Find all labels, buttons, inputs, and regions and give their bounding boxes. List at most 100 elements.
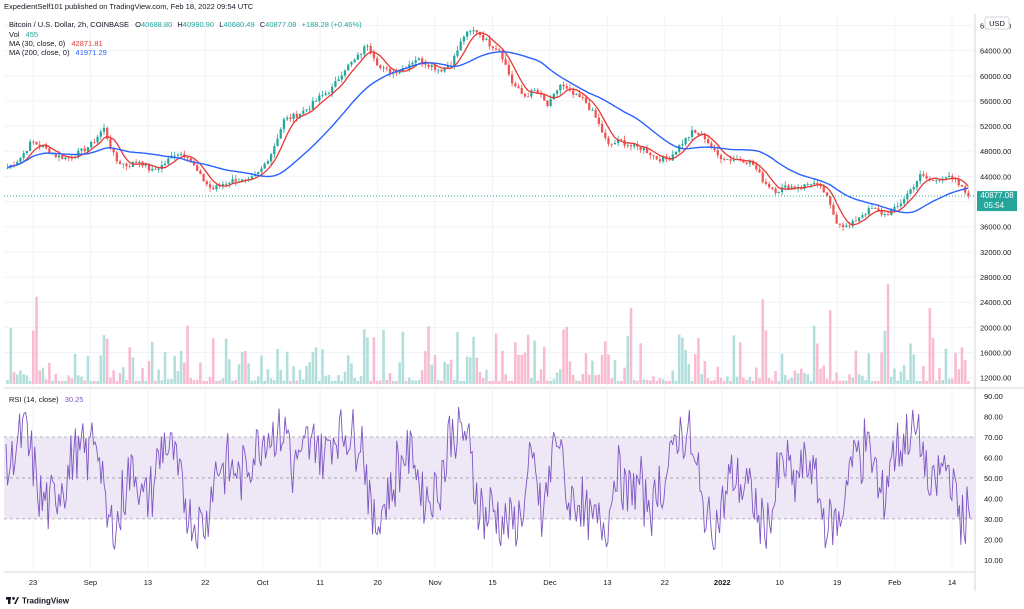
volume-bar [282,380,286,384]
volume-bar [909,343,912,384]
time-tick-label: 19 [833,578,841,587]
rsi-tick-label: 80.00 [984,413,1003,422]
candle-body [594,110,597,118]
volume-bar [555,372,559,384]
candle-body [125,163,128,167]
ma200-line [7,51,969,214]
legend-ma30-value: 42871.81 [71,39,102,48]
volume-bar [918,380,922,384]
candle-body [684,137,687,145]
candle-body [302,110,305,114]
volume-bar [195,379,199,384]
currency-badge-box[interactable] [984,16,1010,30]
volume-bar [112,370,115,384]
volume-bar [671,370,675,384]
currency-badge[interactable]: USD [984,16,1010,30]
volume-bar [407,377,411,384]
volume-bar [514,342,517,384]
volume-bar [372,337,376,384]
volume-bar [658,378,662,384]
candle-body [732,159,735,161]
volume-bar [581,373,585,384]
volume-bar [809,380,813,384]
time-tick-label: Feb [888,578,901,587]
candle-body [424,63,427,65]
volume-bar [742,377,745,384]
volume-bar [597,374,601,384]
volume-bar [337,374,340,384]
price-candles [6,26,970,232]
candle-body [395,72,398,74]
candle-body [472,30,475,32]
candle-body [440,69,443,72]
legend-l-value: 40680.49 [223,20,254,29]
candle-body [668,159,671,161]
candle-body [411,62,414,65]
candle-body [334,81,337,87]
candle-body [456,50,459,56]
volume-bar [758,378,761,384]
volume-bar [591,360,594,384]
volume-bar [896,380,899,384]
candle-body [841,224,845,228]
candle-body [279,129,282,139]
volume-bar [417,379,421,384]
price-tick-label: 60000.00 [980,72,1011,81]
volume-bar [122,367,125,384]
volume-bar [38,370,42,384]
candle-body [128,166,131,167]
candle-body [780,187,784,193]
candle-body [48,148,51,154]
candle-body [250,176,253,179]
candle-body [915,181,919,188]
candle-body [829,196,832,205]
volume-bar [147,360,151,384]
volume-bar [494,333,498,384]
volume-bar [620,380,623,384]
candle-body [469,31,472,33]
candle-body [147,163,151,171]
price-tick-label: 20000.00 [980,323,1011,332]
candle-body [870,208,874,209]
tradingview-logo[interactable]: TradingView [6,597,70,606]
volume-bar [19,370,22,384]
time-tick-label: 2022 [714,578,731,587]
candle-body [549,99,552,106]
volume-bar [526,334,530,384]
volume-bar [533,340,536,384]
volume-bar [957,369,961,384]
time-tick-label: 11 [316,578,324,587]
volume-bar [642,379,646,384]
candle-body [417,58,421,61]
tradingview-logo-icon [6,597,19,604]
candle-body [800,188,803,190]
volume-bar [748,376,752,384]
candle-body [369,46,372,53]
legend-ma200-label: MA (200, close, 0) [9,48,70,57]
candle-body [858,217,861,222]
volume-bar [359,375,363,384]
candle-body [443,67,446,72]
candle-body [713,147,716,151]
volume-bar [89,380,93,384]
candle-body [273,146,276,155]
volume-bar [472,336,475,384]
candle-body [706,139,710,144]
volume-bar [199,362,202,384]
candle-body [854,220,858,222]
volume-bar [877,380,880,384]
volume-bar [170,379,173,384]
candle-body [343,70,347,76]
volume-bar [693,354,697,384]
volume-bar [436,380,440,384]
price-tick-label: 52000.00 [980,122,1011,131]
legend-h-label: H [177,20,182,29]
last-price-tag-box [977,191,1017,212]
legend-c-value: 40877.08 [265,20,296,29]
candle-body [536,90,539,93]
rsi-tick-label: 60.00 [984,453,1003,462]
candle-body [93,142,96,143]
candle-body [269,154,273,162]
candle-body [919,174,922,182]
